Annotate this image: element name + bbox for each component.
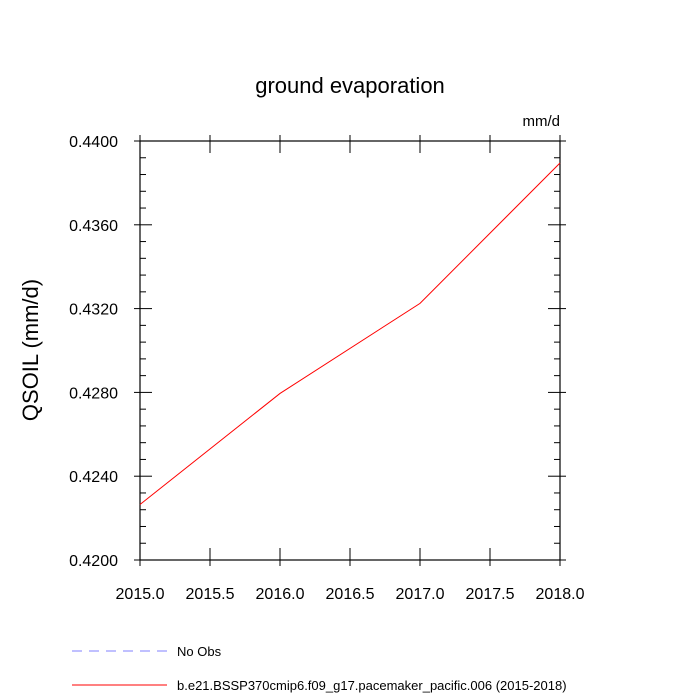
x-tick-label: 2017.0 bbox=[396, 586, 445, 603]
legend-label: No Obs bbox=[177, 644, 222, 659]
x-tick-label: 2018.0 bbox=[536, 586, 585, 603]
x-tick-label: 2015.5 bbox=[186, 586, 235, 603]
y-axis-label: QSOIL (mm/d) bbox=[18, 279, 43, 421]
plot-frame bbox=[139, 140, 561, 561]
units-label: mm/d bbox=[523, 113, 561, 130]
y-tick-label: 0.4320 bbox=[69, 302, 118, 319]
y-tick-label: 0.4200 bbox=[69, 553, 118, 570]
y-tick-label: 0.4240 bbox=[69, 469, 118, 486]
series-line bbox=[139, 162, 561, 505]
legend: No Obs b.e21.BSSP370cmip6.f09_g17.pacemak… bbox=[72, 644, 567, 693]
chart-title: ground evaporation bbox=[255, 73, 445, 98]
y-tick-label: 0.4360 bbox=[69, 218, 118, 235]
plot-layer: 2015.0 2015.5 2016.0 2016.5 2017.0 2017.5 2018… bbox=[69, 134, 585, 603]
x-tick-label: 2016.5 bbox=[326, 586, 375, 603]
y-tick-label: 0.4400 bbox=[69, 134, 118, 151]
x-tick-label: 2015.0 bbox=[116, 586, 165, 603]
x-tick-label: 2016.0 bbox=[256, 586, 305, 603]
y-tick-label: 0.4280 bbox=[69, 385, 118, 402]
x-tick-label: 2017.5 bbox=[466, 586, 515, 603]
legend-label: b.e21.BSSP370cmip6.f09_g17.pacemaker_pac… bbox=[177, 678, 567, 693]
